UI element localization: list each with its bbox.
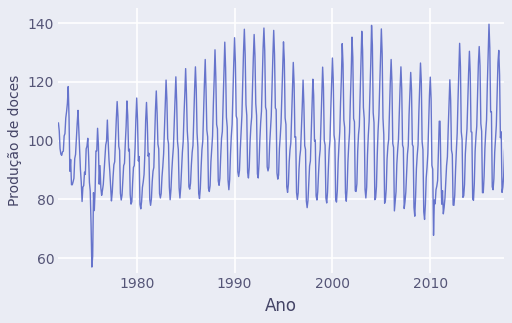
Y-axis label: Produção de doces: Produção de doces: [8, 75, 23, 206]
X-axis label: Ano: Ano: [265, 297, 297, 315]
